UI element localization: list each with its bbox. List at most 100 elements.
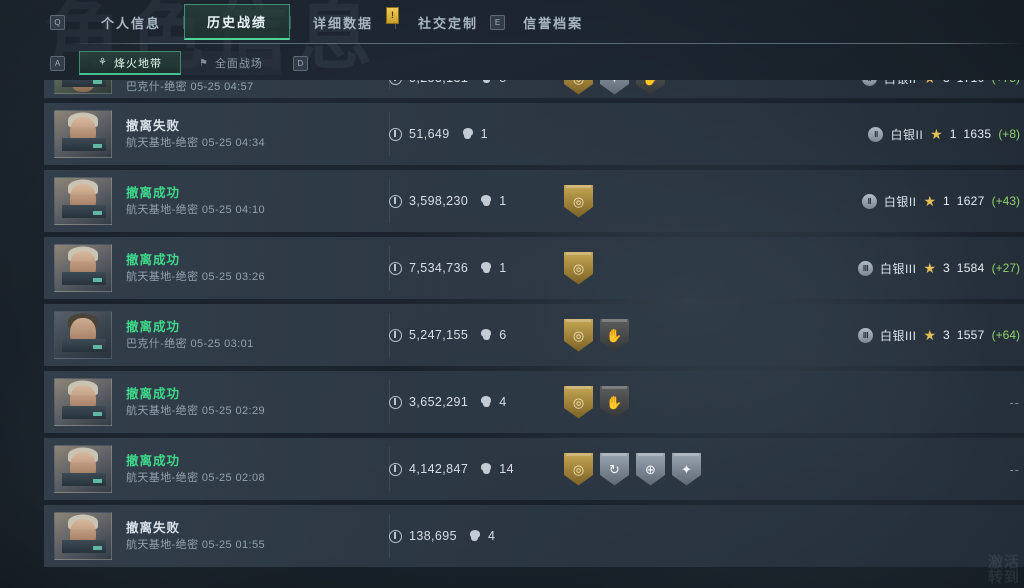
currency-icon <box>389 529 402 543</box>
badge-group: ◎ ✦ ✋ <box>564 80 665 95</box>
subtab-1[interactable]: ⚑ 全面战场 <box>180 51 281 75</box>
main-tab-list: 个人信息 历史战绩 详细数据 社交定制 信誉档案 <box>79 4 605 40</box>
match-stats: 5,247,155 6 <box>389 328 507 342</box>
currency-value: 5,253,131 <box>409 80 468 85</box>
nav-prev-key-hint[interactable]: Q <box>50 14 65 30</box>
match-row[interactable]: 撤离成功航天基地-绝密 05-25 04:10 3,598,230 1 ◎ II 白银II… <box>44 170 1024 232</box>
medal-gold-icon: ◎ <box>564 80 593 95</box>
star-count: 1 <box>943 194 950 208</box>
star-count: 3 <box>943 328 950 342</box>
rank-delta: (+75) <box>992 80 1020 85</box>
rank-name: 白银III <box>879 261 917 276</box>
nav-next-key-hint[interactable]: E <box>490 15 505 30</box>
currency-value: 51,649 <box>409 127 450 141</box>
kills-value: 14 <box>499 462 514 476</box>
tabs-underline <box>64 43 1024 44</box>
tab-2[interactable]: 详细数据 <box>313 15 374 31</box>
badge-group: ◎ <box>564 184 593 218</box>
rank-delta: (+8) <box>998 127 1020 141</box>
tab-1[interactable]: 历史战绩 <box>184 4 291 40</box>
rank-delta: (+64) <box>991 328 1020 342</box>
rank-info: III 白银III ★ 3 1557 (+64) <box>857 327 1020 344</box>
currency-icon <box>389 194 402 208</box>
tab-4[interactable]: 信誉档案 <box>523 15 584 31</box>
match-labels: 撤离失败 航天基地-绝密 05-25 01:55 <box>126 519 376 554</box>
kills-icon <box>480 80 492 85</box>
match-map-time: 航天基地-绝密 05-25 03:26 <box>126 270 266 283</box>
sub-tab-list: ⚘ 烽火地带 ⚑ 全面战场 <box>79 51 281 75</box>
avatar <box>54 445 112 493</box>
rank-tier-icon: II <box>861 80 877 86</box>
match-stats: 7,534,736 1 <box>389 261 507 275</box>
star-count: 3 <box>943 80 950 85</box>
rank-tier-icon: III <box>857 327 873 343</box>
match-stats: 3,652,291 4 <box>389 395 507 409</box>
match-row[interactable]: 撤离成功 航天基地-绝密 05-25 02:29 3,652,291 4 ◎ ✋ -- <box>44 371 1024 433</box>
rank-delta: (+43) <box>991 194 1020 208</box>
currency-value: 3,652,291 <box>409 395 469 409</box>
kills-value: 1 <box>480 127 488 141</box>
kills-value: 8 <box>499 80 506 85</box>
tab-separator <box>183 15 185 29</box>
currency-icon <box>389 261 402 275</box>
tab-separator <box>290 15 292 29</box>
match-labels: 撤离成功 航天基地-绝密 05-25 02:29 <box>126 385 376 420</box>
match-row[interactable]: 撤离失败 航天基地-绝密 05-25 01:55 138,695 4 <box>44 505 1024 567</box>
tab-0[interactable]: 个人信息 <box>101 15 162 31</box>
match-result: 撤离成功 <box>126 453 181 468</box>
match-labels: 撤离失败 航天基地-绝密 05-25 04:34 <box>126 117 376 152</box>
subtab-0[interactable]: ⚘ 烽火地带 <box>79 51 181 75</box>
medal-gold-icon: ◎ <box>564 385 593 419</box>
avatar <box>54 80 112 94</box>
match-row[interactable]: 撤离成功 航天基地-绝密 05-25 03:26 7,534,736 1 ◎ III 白银I… <box>44 237 1024 299</box>
flame-icon: ⚘ <box>98 57 108 68</box>
match-result: 撤离成功 <box>126 185 181 200</box>
medal-gold-icon: ◎ <box>564 251 593 285</box>
star-count: 3 <box>943 261 950 275</box>
kills-icon <box>469 529 481 543</box>
currency-icon <box>389 127 402 141</box>
currency-value: 4,142,847 <box>409 462 469 476</box>
rank-score: 1557 <box>956 328 985 342</box>
kills-icon <box>462 127 474 141</box>
match-map-time: 航天基地-绝密 05-25 04:34 <box>126 136 266 149</box>
currency-icon <box>389 328 402 342</box>
subnav-next-key-hint[interactable]: D <box>292 55 308 71</box>
rank-info: II 白银II ★ 1 1635 (+8) <box>868 126 1020 143</box>
match-map-time: 巴克什-绝密 05-25 03:01 <box>126 337 254 350</box>
notification-badge-icon[interactable]: ! <box>386 7 399 24</box>
kills-icon <box>480 328 492 342</box>
star-icon: ★ <box>923 260 937 276</box>
match-row[interactable]: 撤离成功 航天基地-绝密 05-25 02:08 4,142,847 14 ◎ ↻ ⊕ ✦ -- <box>44 438 1024 500</box>
match-row[interactable]: 撤离成功 巴克什-绝密 05-25 03:01 5,247,155 6 ◎ ✋ III 白银I… <box>44 304 1024 366</box>
subnav-prev-key-hint[interactable]: A <box>50 55 65 71</box>
match-stats: 3,598,230 1 <box>389 194 507 208</box>
battlefield-icon: ⚑ <box>198 57 209 69</box>
avatar <box>54 177 112 225</box>
avatar <box>54 512 112 560</box>
recycle-silver-icon: ↻ <box>600 452 629 486</box>
match-map-time: 航天基地-绝密 05-25 04:10 <box>126 203 266 216</box>
kills-icon <box>480 395 492 409</box>
currency-icon <box>389 395 402 409</box>
currency-icon <box>389 80 402 85</box>
kills-icon <box>480 194 492 208</box>
match-result: 撤离成功 <box>126 252 181 267</box>
kills-value: 6 <box>499 328 507 342</box>
subtab-label: 烽火地带 <box>113 57 162 70</box>
star-icon: ★ <box>930 126 943 142</box>
kills-value: 4 <box>499 395 507 409</box>
tab-3[interactable]: 社交定制 <box>418 15 479 31</box>
kills-icon <box>480 462 492 476</box>
match-row[interactable]: 撤离失败 航天基地-绝密 05-25 04:34 51,649 1 II 白银II ★ 1 16… <box>44 103 1024 165</box>
medal-gold-icon: ◎ <box>564 184 593 218</box>
rank-name: 白银II <box>890 127 924 142</box>
rank-score: 1584 <box>956 261 985 275</box>
subtab-label: 全面战场 <box>214 58 263 70</box>
medal-gold-icon: ◎ <box>564 452 593 486</box>
badge-group: ◎ ✋ <box>564 318 629 352</box>
rank-info: II 白银II ★ 1 1627 (+43) <box>861 193 1020 210</box>
rank-tier-icon: II <box>868 126 884 142</box>
